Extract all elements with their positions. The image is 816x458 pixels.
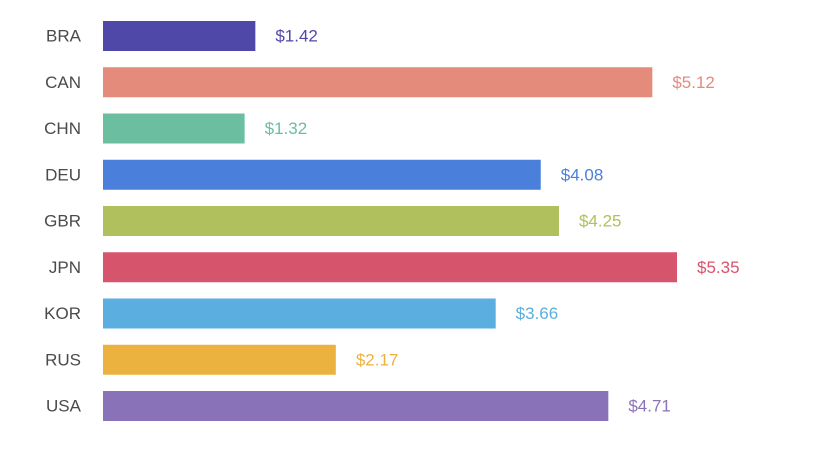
value-label-deu: $4.08 — [561, 165, 604, 184]
category-label-usa: USA — [46, 397, 82, 416]
bar-gbr — [103, 206, 559, 236]
bar-can — [103, 67, 653, 98]
value-label-usa: $4.71 — [628, 397, 671, 416]
category-label-gbr: GBR — [44, 212, 81, 231]
category-label-chn: CHN — [44, 119, 81, 138]
bar-bra — [103, 21, 256, 51]
value-label-can: $5.12 — [672, 73, 715, 92]
value-label-chn: $1.32 — [265, 119, 308, 138]
bar-rus — [103, 344, 336, 375]
bar-jpn — [103, 252, 677, 283]
value-label-gbr: $4.25 — [579, 212, 622, 231]
category-label-deu: DEU — [45, 165, 81, 184]
category-label-kor: KOR — [44, 304, 81, 323]
bar-chn — [103, 113, 245, 144]
category-label-can: CAN — [45, 73, 81, 92]
value-label-jpn: $5.35 — [697, 258, 740, 277]
value-label-rus: $2.17 — [356, 350, 399, 369]
category-label-jpn: JPN — [49, 258, 81, 277]
bar-kor — [103, 298, 496, 329]
value-label-bra: $1.42 — [275, 27, 318, 46]
category-label-bra: BRA — [46, 27, 82, 46]
category-label-rus: RUS — [45, 350, 81, 369]
bar-deu — [103, 159, 541, 190]
bar-usa — [103, 391, 609, 421]
value-label-kor: $3.66 — [516, 304, 559, 323]
